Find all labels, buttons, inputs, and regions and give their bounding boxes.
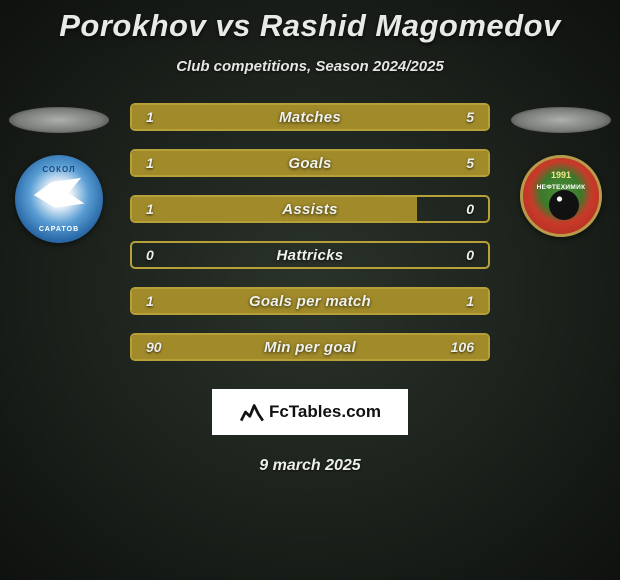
left-team-crest: СОКОЛ САРАТОВ <box>15 155 103 243</box>
date-text: 9 march 2025 <box>0 457 620 475</box>
right-team-crest: 1991 НЕФТЕХИМИК <box>520 155 602 237</box>
brand-text: FcTables.com <box>269 402 381 422</box>
page-subtitle: Club competitions, Season 2024/2025 <box>0 58 620 75</box>
left-crest-top-text: СОКОЛ <box>15 165 103 174</box>
right-crest-name: НЕФТЕХИМИК <box>523 184 599 191</box>
brand-box[interactable]: FcTables.com <box>212 389 408 435</box>
stat-label: Goals <box>132 155 488 172</box>
stat-label: Assists <box>132 201 488 218</box>
left-crest-bottom-text: САРАТОВ <box>15 226 103 233</box>
left-player-shadow <box>9 107 109 133</box>
page-title: Porokhov vs Rashid Magomedov <box>0 0 620 44</box>
stat-row: 90106Min per goal <box>130 333 490 361</box>
comparison-main: СОКОЛ САРАТОВ 15Matches 15Goals 10Assists 0… <box>0 103 620 361</box>
stat-row: 10Assists <box>130 195 490 223</box>
right-player-shadow <box>511 107 611 133</box>
stat-label: Min per goal <box>132 339 488 356</box>
stat-row: 00Hattricks <box>130 241 490 269</box>
stat-label: Goals per match <box>132 293 488 310</box>
right-player-side: 1991 НЕФТЕХИМИК <box>506 103 616 237</box>
stat-row: 11Goals per match <box>130 287 490 315</box>
stat-label: Matches <box>132 109 488 126</box>
stat-row: 15Matches <box>130 103 490 131</box>
stat-row: 15Goals <box>130 149 490 177</box>
stat-label: Hattricks <box>132 247 488 264</box>
left-player-side: СОКОЛ САРАТОВ <box>4 103 114 243</box>
stat-bars-container: 15Matches 15Goals 10Assists 00Hattricks 11Go… <box>130 103 490 361</box>
brand-logo-icon <box>239 399 265 425</box>
right-crest-year: 1991 <box>523 170 599 180</box>
